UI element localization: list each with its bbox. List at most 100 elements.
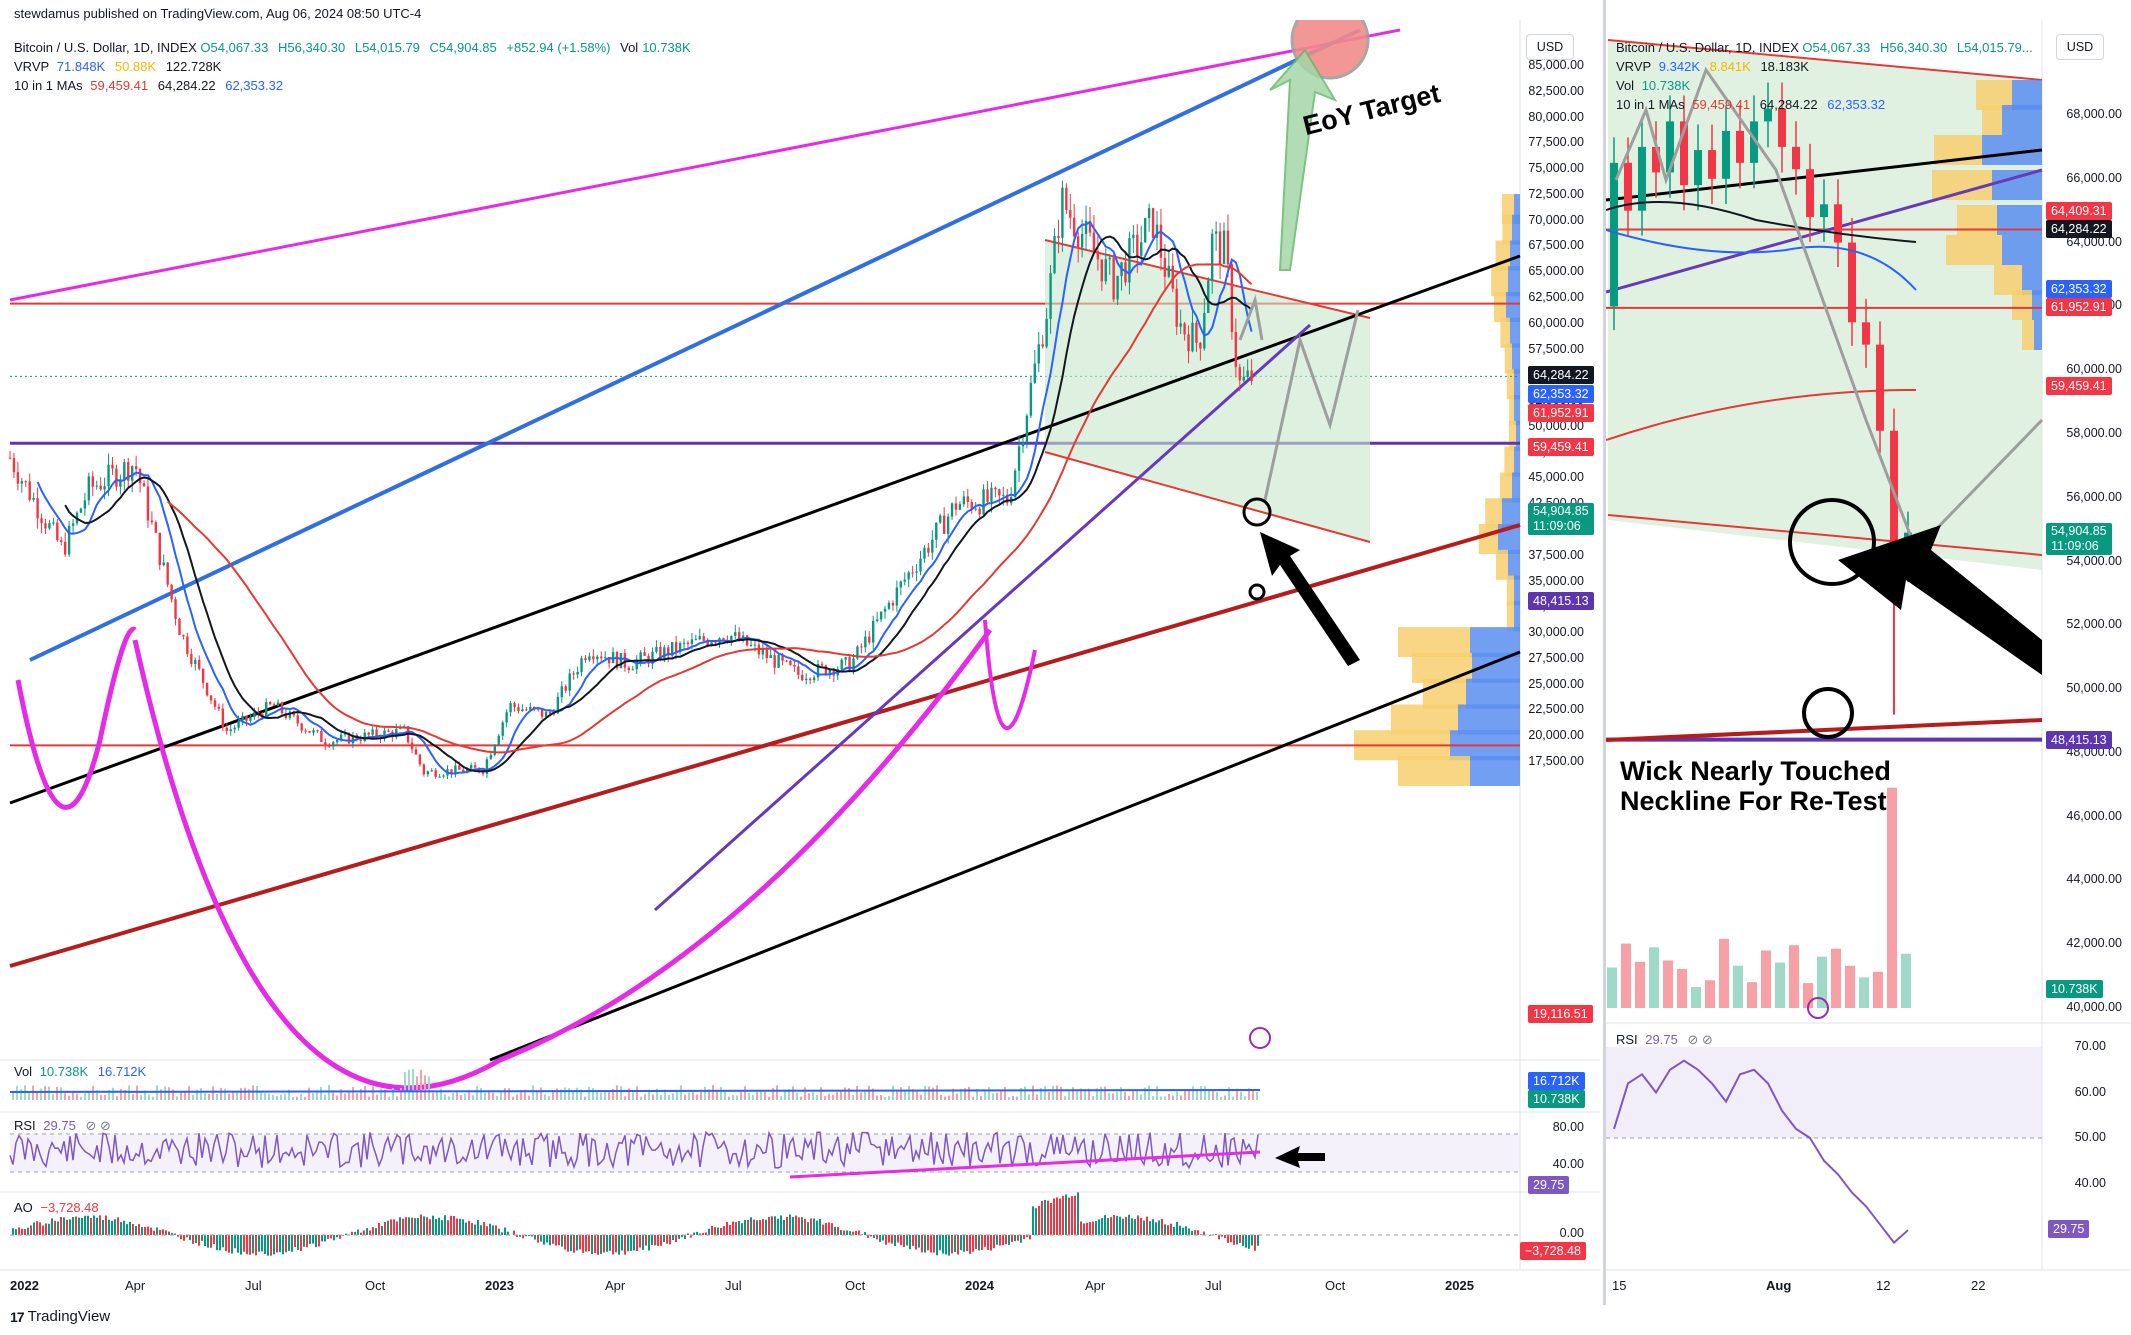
ao-bar: [903, 1235, 905, 1248]
volume-bar: [1064, 1096, 1066, 1100]
left-main-chart[interactable]: [0, 20, 1600, 1300]
right-rsi-settings-icon[interactable]: ⊘ ⊘: [1687, 1032, 1713, 1047]
volume-bar: [188, 1086, 190, 1100]
candle-body: [312, 730, 315, 733]
candle-body: [1195, 322, 1198, 343]
volume-bar: [840, 1090, 842, 1100]
ao-bar: [552, 1235, 554, 1244]
price-circle: [1788, 498, 1876, 586]
ao-bar: [1086, 1222, 1088, 1235]
candle-body: [63, 541, 67, 555]
candle-body: [466, 768, 469, 773]
candle-body: [1175, 288, 1178, 327]
ao-bar: [735, 1222, 737, 1235]
candle-body: [1155, 224, 1159, 238]
ao-bar: [750, 1217, 752, 1235]
volume-bar: [528, 1095, 530, 1100]
candle-body: [304, 730, 307, 732]
ao-bar: [39, 1222, 41, 1235]
volume-bar: [772, 1087, 774, 1100]
volume-bar: [716, 1089, 718, 1100]
candle-body: [450, 769, 453, 775]
volume-bar: [1036, 1094, 1038, 1100]
volume-bar: [708, 1089, 710, 1100]
ao-bar: [1188, 1228, 1190, 1235]
panel-separator[interactable]: [1603, 0, 1606, 1305]
ao-bar: [69, 1219, 71, 1235]
wick-annotation-line2: Neckline For Re-Test: [1620, 786, 1887, 816]
right-price-tick: 52,000.00: [2066, 617, 2122, 632]
volume-bar: [844, 1087, 846, 1100]
ao-bar: [1074, 1195, 1076, 1235]
volume-profile-blue: [2002, 105, 2042, 135]
right-symbol[interactable]: Bitcoin / U.S. Dollar, 1D, INDEX: [1616, 40, 1799, 55]
right-main-chart[interactable]: [1606, 20, 2131, 1300]
volume-bar: [1108, 1092, 1110, 1100]
volume-profile-yellow: [1504, 343, 1512, 374]
candle-body: [663, 647, 666, 660]
left-legend: Bitcoin / U.S. Dollar, 1D, INDEX O54,067…: [14, 38, 697, 95]
volume-bar: [116, 1096, 118, 1100]
candle-body: [544, 711, 548, 717]
left-rsi-legend: RSI 29.75 ⊘ ⊘: [14, 1116, 111, 1135]
right-ma-label[interactable]: 10 in 1 MAs: [1616, 97, 1685, 112]
candle-body: [221, 708, 225, 728]
volume-bar: [896, 1089, 898, 1100]
candle-body: [887, 602, 891, 609]
volume-bar: [464, 1093, 466, 1100]
candle-body: [79, 508, 83, 513]
candle-body: [1203, 312, 1206, 349]
left-rsi-tick-80: 80.00: [1552, 1120, 1584, 1134]
ao-bar: [183, 1235, 185, 1241]
volume-bar: [504, 1088, 506, 1100]
candle-body: [517, 707, 520, 712]
wick-annotation-line1: Wick Nearly Touched: [1620, 756, 1891, 786]
red-trendline: [9, 523, 1521, 968]
candle-body: [375, 729, 378, 737]
left-price-tick: 20,000.00: [1528, 728, 1584, 743]
candle-body: [209, 695, 213, 701]
left-ma-label[interactable]: 10 in 1 MAs: [14, 78, 83, 93]
candle-body: [1708, 150, 1716, 179]
ao-bar: [345, 1233, 347, 1235]
candle-body: [702, 636, 705, 641]
left-rsi-value: 29.75: [43, 1118, 76, 1133]
left-symbol[interactable]: Bitcoin / U.S. Dollar, 1D, INDEX: [14, 40, 197, 55]
volume-bar: [92, 1085, 94, 1100]
ao-bar: [882, 1235, 884, 1241]
left-rsi-settings-icon[interactable]: ⊘ ⊘: [85, 1118, 111, 1133]
volume-bar: [1204, 1086, 1206, 1100]
volume-bar: [1164, 1096, 1166, 1100]
ao-bar: [507, 1231, 509, 1235]
volume-bar: [1621, 943, 1631, 1008]
left-vrvp-label[interactable]: VRVP: [14, 59, 50, 74]
candle-body: [805, 678, 808, 681]
right-currency-button[interactable]: USD: [2056, 34, 2104, 60]
right-vrvp-label[interactable]: VRVP: [1616, 59, 1652, 74]
volume-bar: [232, 1091, 234, 1100]
volume-bar: [1120, 1087, 1122, 1100]
ao-bar: [807, 1222, 809, 1235]
volume-bar: [452, 1093, 454, 1100]
candle-body: [418, 754, 422, 765]
ao-bar: [696, 1231, 698, 1235]
left-currency-button[interactable]: USD: [1526, 34, 1574, 60]
ao-bar: [615, 1235, 617, 1253]
volume-bar: [612, 1088, 614, 1100]
candle-body: [1862, 322, 1870, 345]
right-tag-price-value: 54,904.85: [2051, 524, 2107, 538]
candle-body: [730, 635, 733, 642]
volume-bar: [356, 1093, 358, 1100]
ao-bar: [87, 1215, 89, 1235]
ao-bar: [153, 1230, 155, 1235]
ao-bar: [663, 1235, 665, 1243]
ao-bar: [150, 1227, 152, 1235]
volume-bar: [752, 1094, 754, 1100]
projection-path: [1614, 66, 2044, 553]
ao-bar: [96, 1217, 98, 1235]
candle-body: [265, 702, 268, 718]
left-price-tick: 77,500.00: [1528, 135, 1584, 150]
ao-bar: [561, 1235, 563, 1247]
candle-body: [1100, 259, 1104, 282]
volume-bar: [1607, 967, 1617, 1008]
